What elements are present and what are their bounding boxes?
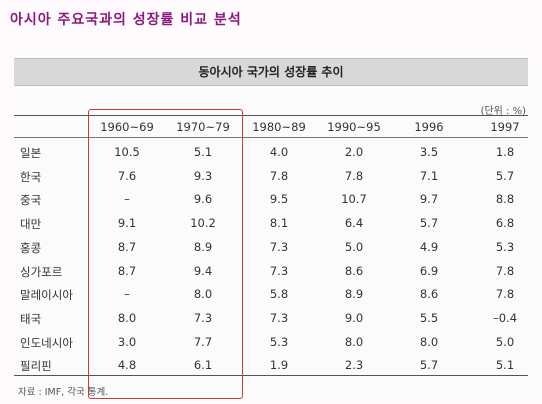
value-cell: 5.7 xyxy=(495,169,515,183)
column-header: 1960~69 xyxy=(100,120,154,134)
value-cell: 4.9 xyxy=(419,240,439,254)
value-cell: 7.3 xyxy=(193,311,213,325)
value-cell: 7.8 xyxy=(495,264,515,278)
value-cell: 5.3 xyxy=(495,240,515,254)
value-cell: 7.8 xyxy=(495,287,515,301)
value-cell: 7.3 xyxy=(269,240,289,254)
value-cell: 8.1 xyxy=(269,216,289,230)
value-cell: 6.1 xyxy=(193,358,213,372)
header-rule xyxy=(14,137,528,138)
value-cell: 7.7 xyxy=(193,335,213,349)
column-header: 1990~95 xyxy=(327,120,381,134)
value-cell: 8.0 xyxy=(117,311,137,325)
value-cell: –0.4 xyxy=(492,311,518,325)
column-header: 1996 xyxy=(414,120,444,134)
value-cell: 8.8 xyxy=(495,192,515,206)
value-cell: 8.6 xyxy=(419,287,439,301)
value-cell: 8.0 xyxy=(193,287,213,301)
value-cell: 10.2 xyxy=(190,216,216,230)
highlight-box xyxy=(88,109,243,399)
value-cell: 8.0 xyxy=(344,335,364,349)
value-cell: 8.9 xyxy=(344,287,364,301)
country-label: 일본 xyxy=(20,146,42,160)
value-cell: 10.7 xyxy=(341,192,367,206)
value-cell: 5.8 xyxy=(269,287,289,301)
column-header: 1980~89 xyxy=(252,120,306,134)
column-header: 1997 xyxy=(490,120,520,134)
unit-note: (단위 : %) xyxy=(480,106,526,117)
value-cell: 9.4 xyxy=(193,264,213,278)
value-cell: 1.9 xyxy=(269,358,289,372)
value-cell: 10.5 xyxy=(114,145,140,159)
value-cell: 9.1 xyxy=(117,216,137,230)
value-cell: 5.0 xyxy=(344,240,364,254)
country-label: 중국 xyxy=(20,193,42,207)
value-cell: 9.0 xyxy=(344,311,364,325)
page-heading: 아시아 주요국과의 성장률 비교 분석 xyxy=(10,12,242,28)
value-cell: – xyxy=(124,287,130,301)
country-label: 한국 xyxy=(20,170,42,184)
country-label: 홍콩 xyxy=(20,241,42,255)
value-cell: 5.5 xyxy=(419,311,439,325)
value-cell: 2.3 xyxy=(344,358,364,372)
country-label: 필리핀 xyxy=(20,359,52,373)
value-cell: – xyxy=(124,192,130,206)
table-bottom-rule xyxy=(14,375,528,376)
value-cell: 8.7 xyxy=(117,240,137,254)
value-cell: 7.1 xyxy=(419,169,439,183)
value-cell: 4.0 xyxy=(269,145,289,159)
value-cell: 6.8 xyxy=(495,216,515,230)
value-cell: 8.9 xyxy=(193,240,213,254)
country-label: 대만 xyxy=(20,217,42,231)
value-cell: 7.8 xyxy=(269,169,289,183)
value-cell: 2.0 xyxy=(344,145,364,159)
table-title: 동아시아 국가의 성장률 추이 xyxy=(14,58,528,86)
value-cell: 8.6 xyxy=(344,264,364,278)
value-cell: 9.5 xyxy=(269,192,289,206)
source-note: 자료 : IMF, 각국 통계. xyxy=(18,387,109,398)
value-cell: 9.3 xyxy=(193,169,213,183)
table-image: 동아시아 국가의 성장률 추이 (단위 : %) 1960~69 1970~79… xyxy=(10,53,538,401)
value-cell: 5.1 xyxy=(193,145,213,159)
country-label: 인도네시아 xyxy=(20,336,73,350)
column-header: 1970~79 xyxy=(176,120,230,134)
value-cell: 7.3 xyxy=(269,311,289,325)
country-label: 태국 xyxy=(20,312,42,326)
table-top-rule xyxy=(14,115,528,116)
value-cell: 5.7 xyxy=(419,216,439,230)
value-cell: 1.8 xyxy=(495,145,515,159)
value-cell: 5.3 xyxy=(269,335,289,349)
country-label: 말레이시아 xyxy=(20,288,73,302)
value-cell: 9.6 xyxy=(193,192,213,206)
value-cell: 7.8 xyxy=(344,169,364,183)
value-cell: 5.7 xyxy=(419,358,439,372)
value-cell: 8.7 xyxy=(117,264,137,278)
value-cell: 7.3 xyxy=(269,264,289,278)
value-cell: 7.6 xyxy=(117,169,137,183)
value-cell: 4.8 xyxy=(117,358,137,372)
value-cell: 6.9 xyxy=(419,264,439,278)
value-cell: 3.0 xyxy=(117,335,137,349)
value-cell: 8.0 xyxy=(419,335,439,349)
value-cell: 5.1 xyxy=(495,358,515,372)
value-cell: 3.5 xyxy=(419,145,439,159)
country-label: 싱가포르 xyxy=(20,265,63,279)
value-cell: 6.4 xyxy=(344,216,364,230)
value-cell: 5.0 xyxy=(495,335,515,349)
value-cell: 9.7 xyxy=(419,192,439,206)
